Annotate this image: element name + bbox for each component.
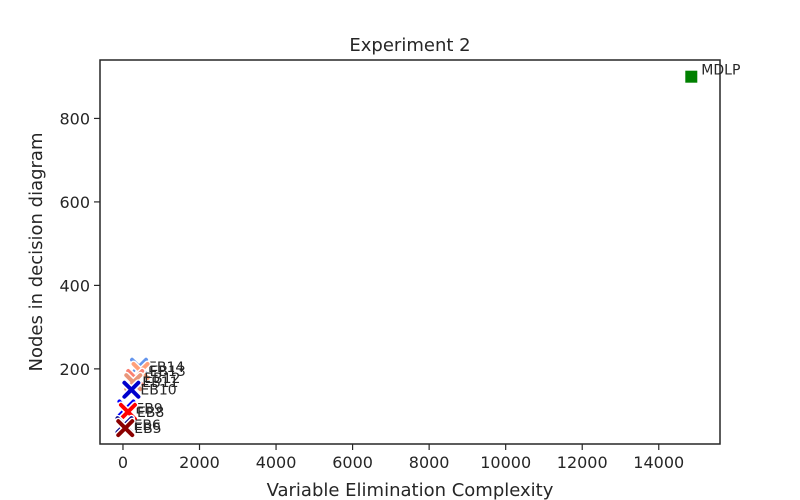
x-tick-label: 4000 bbox=[256, 453, 297, 472]
y-tick-label: 400 bbox=[59, 276, 90, 295]
point-label-mdlp: MDLP bbox=[701, 63, 740, 79]
y-tick-label: 800 bbox=[59, 109, 90, 128]
point-label-eb13: EB13 bbox=[150, 364, 186, 380]
point-label-eb5: EB5 bbox=[134, 421, 161, 437]
y-tick-label: 200 bbox=[59, 360, 90, 379]
point-label-eb6: EB6 bbox=[133, 418, 160, 434]
point-label-eb12: EB12 bbox=[144, 371, 180, 387]
x-tick-label: 8000 bbox=[409, 453, 450, 472]
x-tick-label: 2000 bbox=[179, 453, 220, 472]
point-label-eb14: EB14 bbox=[148, 360, 184, 376]
point-label-eb11: EB11 bbox=[142, 375, 178, 391]
plot-frame bbox=[99, 59, 721, 445]
point-label-eb9: EB9 bbox=[135, 402, 162, 418]
x-tick-label: 12000 bbox=[557, 453, 608, 472]
point-mdlp bbox=[685, 70, 698, 83]
point-label-eb10: EB10 bbox=[140, 383, 176, 399]
x-tick-label: 6000 bbox=[332, 453, 373, 472]
point-eb10 bbox=[120, 379, 142, 401]
x-tick-label: 14000 bbox=[633, 453, 684, 472]
x-axis-label: Variable Elimination Complexity bbox=[267, 480, 554, 500]
x-tick-label: 10000 bbox=[480, 453, 531, 472]
x-tick-label: 0 bbox=[118, 453, 128, 472]
point-eb5 bbox=[114, 417, 136, 439]
y-axis-label: Nodes in decision diagram bbox=[26, 133, 47, 372]
chart-title: Experiment 2 bbox=[349, 35, 470, 56]
point-label-eb8: EB8 bbox=[137, 405, 164, 421]
y-tick-label: 600 bbox=[59, 193, 90, 212]
